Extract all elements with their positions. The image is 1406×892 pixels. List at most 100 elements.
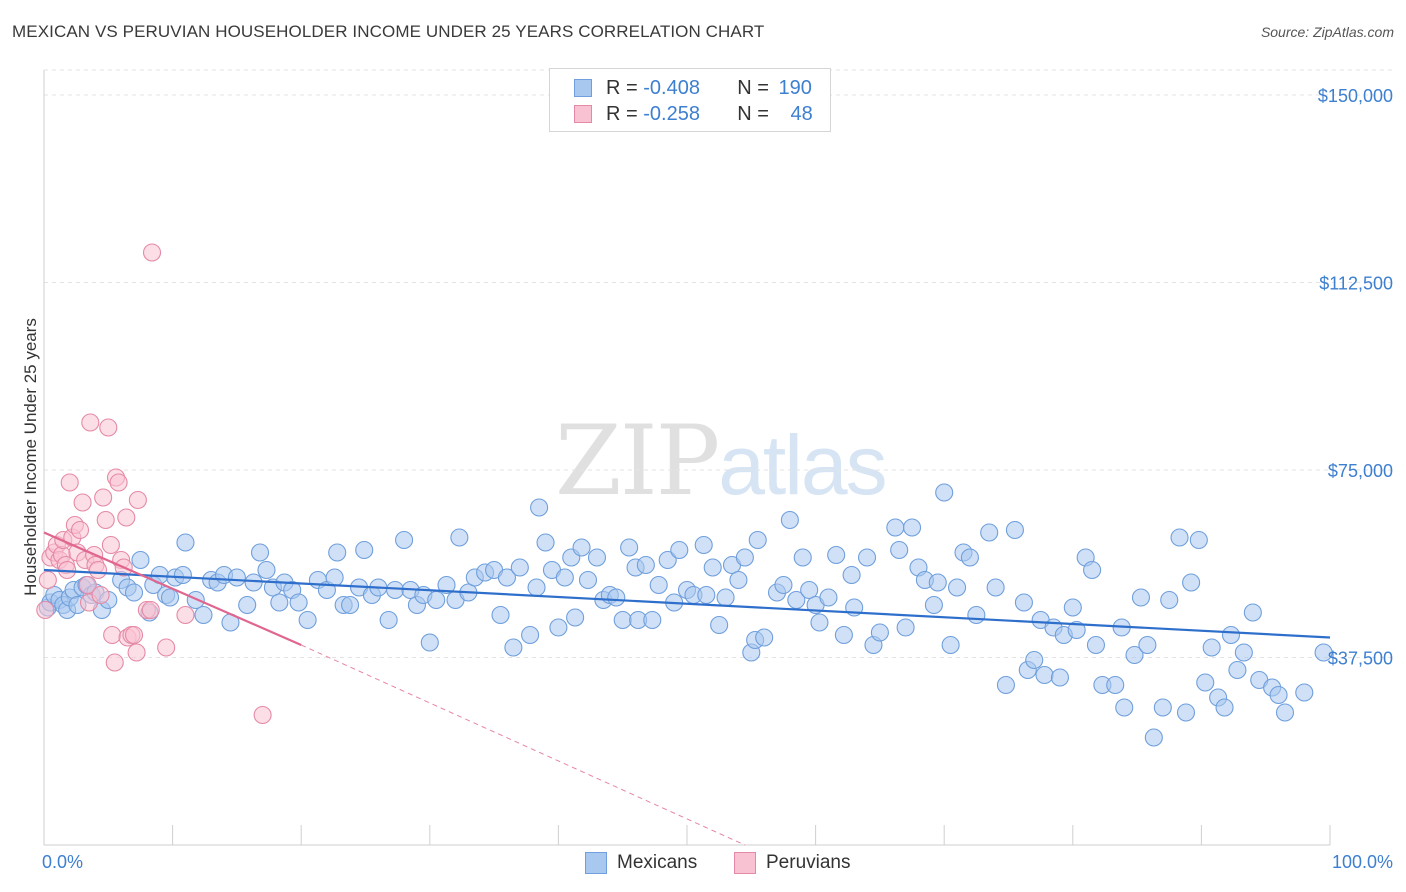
mexicans-point	[244, 573, 263, 592]
peruvians-legend-swatch	[734, 852, 756, 874]
mexicans-point	[960, 548, 979, 567]
mexicans-point	[810, 613, 829, 632]
legend-n-label: N =	[737, 76, 775, 99]
mexicans-point	[1160, 590, 1179, 610]
peruvians-point	[38, 570, 57, 590]
peruvians-trend-line	[43, 531, 302, 647]
mexicans-point	[1269, 685, 1288, 705]
trend-lines	[43, 531, 1331, 846]
mexicans-point	[450, 528, 469, 547]
y-axis-title: Householder Income Under 25 years	[21, 318, 40, 596]
mexicans-point	[986, 578, 1005, 597]
series-legend: Mexicans Peruvians	[0, 852, 1406, 876]
mexicans-point	[555, 568, 574, 587]
mexicans-point	[1144, 728, 1163, 747]
peruvians-points	[36, 243, 272, 725]
mexicans-point	[257, 560, 276, 580]
mexicans-point	[643, 610, 662, 630]
mexicans-point	[780, 510, 799, 530]
watermark-zip: ZIP	[555, 405, 720, 517]
mexicans-point	[527, 578, 546, 597]
mexicans-point	[497, 568, 517, 587]
mexicans-point	[1170, 528, 1189, 547]
legend-r-value: -0.258	[643, 102, 700, 125]
mexicans-point	[1125, 645, 1144, 665]
y-tick-label: $112,500	[1319, 274, 1393, 294]
mexicans-point	[270, 593, 289, 612]
mexicans-point	[890, 540, 909, 560]
mexicans-point	[173, 565, 192, 585]
mexicans-point	[1014, 593, 1033, 612]
mexicans-swatch	[574, 79, 592, 97]
mexicans-point	[967, 605, 986, 625]
mexicans-point	[996, 675, 1015, 695]
mexicans-point	[1196, 673, 1215, 692]
mexicans-point	[1202, 638, 1221, 657]
mexicans-point	[1138, 635, 1157, 655]
peruvians-point	[81, 413, 100, 432]
peruvians-point	[128, 490, 147, 510]
legend-row-mexicans: R = -0.408 N = 190	[574, 76, 812, 100]
legend-r-value: -0.408	[643, 76, 700, 99]
mexicans-point	[729, 570, 748, 590]
mexicans-point	[1221, 625, 1241, 645]
mexicans-point	[948, 578, 967, 597]
peruvians-point	[88, 560, 108, 580]
legend-row-peruvians: R = -0.258 N = 48	[574, 102, 813, 126]
mexicans-point	[902, 518, 922, 537]
peruvians-point	[70, 520, 90, 540]
mexicans-point	[572, 538, 591, 557]
peruvians-point	[176, 605, 195, 625]
mexicans-point	[658, 550, 677, 570]
mexicans-point	[395, 530, 414, 550]
axes	[43, 70, 1331, 846]
correlation-legend: R = -0.408 N = 190 R = -0.258 N = 48	[549, 68, 831, 132]
legend-item-peruvians: Peruvians	[734, 852, 851, 874]
mexicans-point	[703, 558, 722, 577]
mexicans-point	[896, 618, 915, 637]
mexicans-point	[379, 610, 398, 630]
mexicans-point	[1215, 698, 1234, 717]
mexicans-point	[774, 575, 793, 595]
legend-item-mexicans: Mexicans	[585, 852, 697, 874]
mexicans-point	[298, 610, 317, 630]
mexicans-point	[1189, 530, 1208, 550]
legend-n-label: N =	[737, 102, 775, 125]
mexicans-point	[1025, 650, 1044, 670]
mexicans-point	[1035, 665, 1054, 685]
mexicans-point	[793, 548, 812, 567]
peruvians-point	[109, 473, 128, 492]
y-tick-label: $37,500	[1328, 649, 1393, 669]
axis-labels: $37,500 $75,000 $112,500 $150,000 0.0% 100.0%…	[21, 86, 1393, 872]
mexicans-point	[427, 590, 446, 610]
x-tick-label: 100.0%	[1332, 852, 1393, 872]
mexicans-point	[620, 538, 639, 557]
legend-r-prefix: R =	[606, 102, 644, 125]
mexicans-point	[521, 625, 540, 645]
mexicans-point	[607, 588, 626, 607]
mexicans-point	[710, 615, 729, 635]
mexicans-point	[697, 585, 716, 605]
peruvians-point	[91, 585, 110, 605]
mexicans-point	[504, 638, 523, 657]
x-tick-label: 0.0%	[42, 852, 83, 872]
mexicans-point	[437, 575, 456, 595]
mexicans-point	[819, 588, 838, 607]
mexicans-point	[1228, 660, 1247, 680]
mexicans-point	[536, 533, 555, 552]
mexicans-point	[670, 540, 689, 560]
mexicans-point	[530, 498, 549, 517]
mexicans-point	[870, 623, 889, 642]
peruvians-point	[96, 510, 115, 530]
mexicans-point	[1131, 588, 1151, 607]
mexicans-point	[935, 483, 954, 502]
mexicans-legend-swatch	[585, 852, 607, 874]
mexicans-point	[1234, 643, 1253, 662]
mexicans-point	[857, 548, 877, 567]
chart-title: MEXICAN VS PERUVIAN HOUSEHOLDER INCOME U…	[12, 22, 765, 41]
mexicans-point	[735, 548, 754, 567]
mexicans-point	[1005, 520, 1024, 540]
source-label: Source: ZipAtlas.com	[1260, 24, 1394, 40]
peruvians-trend-extension	[300, 644, 746, 846]
